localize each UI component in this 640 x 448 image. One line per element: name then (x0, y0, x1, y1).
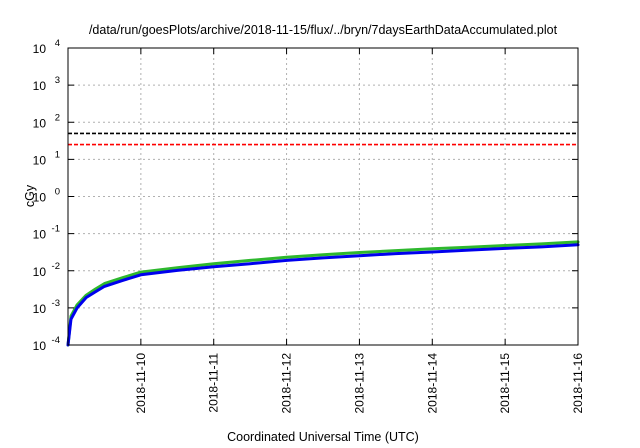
series-lines (66, 240, 580, 347)
x-tick-label: 2018-11-11 (207, 353, 221, 413)
y-tick-exponent: 4 (55, 38, 60, 49)
axis-ticks: 10 -4 10 -3 10 -2 10 -1 10 0 10 1 10 2 10 3 10 4 2018-11-1… (33, 38, 585, 414)
y-tick-exponent: -2 (52, 261, 60, 272)
y-tick-label: 10 (33, 153, 47, 167)
x-tick-label: 2018-11-12 (280, 353, 294, 414)
x-tick-label: 2018-11-10 (134, 353, 148, 414)
chart-title: /data/run/goesPlots/archive/2018-11-15/f… (89, 23, 558, 37)
y-tick-label: 10 (33, 302, 47, 316)
y-tick-exponent: 1 (55, 149, 60, 160)
y-tick-label: 10 (33, 79, 47, 93)
y-tick-exponent: 2 (55, 112, 60, 123)
y-tick-exponent: 3 (55, 75, 60, 86)
y-tick-label: 10 (33, 228, 47, 242)
y-tick-label: 10 (33, 42, 47, 56)
x-tick-label: 2018-11-16 (571, 353, 585, 414)
y-tick-label: 10 (33, 191, 47, 205)
y-tick-exponent: -4 (52, 335, 60, 346)
y-tick-label: 10 (33, 116, 47, 130)
y-tick-exponent: -3 (52, 298, 60, 309)
series-line (66, 243, 580, 347)
x-tick-label: 2018-11-14 (425, 353, 439, 414)
x-tick-label: 2018-11-13 (352, 353, 366, 414)
x-tick-label: 2018-11-15 (498, 353, 512, 414)
series-line (66, 240, 580, 347)
y-tick-label: 10 (33, 265, 47, 279)
y-axis-label: cGy (23, 184, 37, 207)
x-axis-label: Coordinated Universal Time (UTC) (227, 430, 419, 444)
y-tick-label: 10 (33, 339, 47, 353)
grid (68, 48, 578, 345)
y-tick-exponent: -1 (52, 224, 60, 235)
y-tick-exponent: 0 (55, 187, 60, 198)
reference-lines (68, 132, 578, 146)
